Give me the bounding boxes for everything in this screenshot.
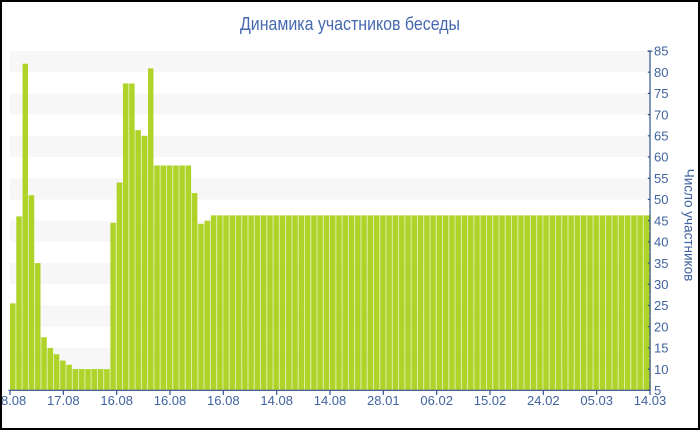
svg-text:18.08: 18.08 (0, 393, 26, 408)
svg-text:24.02: 24.02 (527, 393, 560, 408)
svg-text:16.08: 16.08 (100, 393, 133, 408)
svg-text:Динамика участников беседы: Динамика участников беседы (240, 14, 460, 34)
svg-text:15.02: 15.02 (474, 393, 507, 408)
svg-text:30: 30 (654, 277, 668, 292)
svg-text:45: 45 (654, 213, 668, 228)
svg-text:Число участников: Число участников (682, 169, 697, 282)
svg-text:28.01: 28.01 (367, 393, 400, 408)
svg-text:50: 50 (654, 192, 668, 207)
svg-text:40: 40 (654, 235, 668, 250)
svg-text:17.08: 17.08 (47, 393, 80, 408)
svg-text:25: 25 (654, 298, 668, 313)
svg-text:05.03: 05.03 (580, 393, 613, 408)
svg-text:60: 60 (654, 150, 668, 165)
svg-text:5: 5 (654, 383, 661, 398)
svg-text:55: 55 (654, 171, 668, 186)
svg-text:16.08: 16.08 (154, 393, 187, 408)
svg-text:16.08: 16.08 (207, 393, 240, 408)
svg-text:14.08: 14.08 (314, 393, 347, 408)
svg-text:14.03: 14.03 (634, 393, 667, 408)
svg-text:06.02: 06.02 (420, 393, 453, 408)
svg-text:10: 10 (654, 362, 668, 377)
svg-text:15: 15 (654, 341, 668, 356)
svg-text:80: 80 (654, 65, 668, 80)
svg-text:65: 65 (654, 129, 668, 144)
svg-text:70: 70 (654, 107, 668, 122)
svg-text:14.08: 14.08 (260, 393, 293, 408)
svg-text:20: 20 (654, 319, 668, 334)
svg-text:75: 75 (654, 86, 668, 101)
svg-text:35: 35 (654, 256, 668, 271)
svg-text:85: 85 (654, 44, 668, 59)
